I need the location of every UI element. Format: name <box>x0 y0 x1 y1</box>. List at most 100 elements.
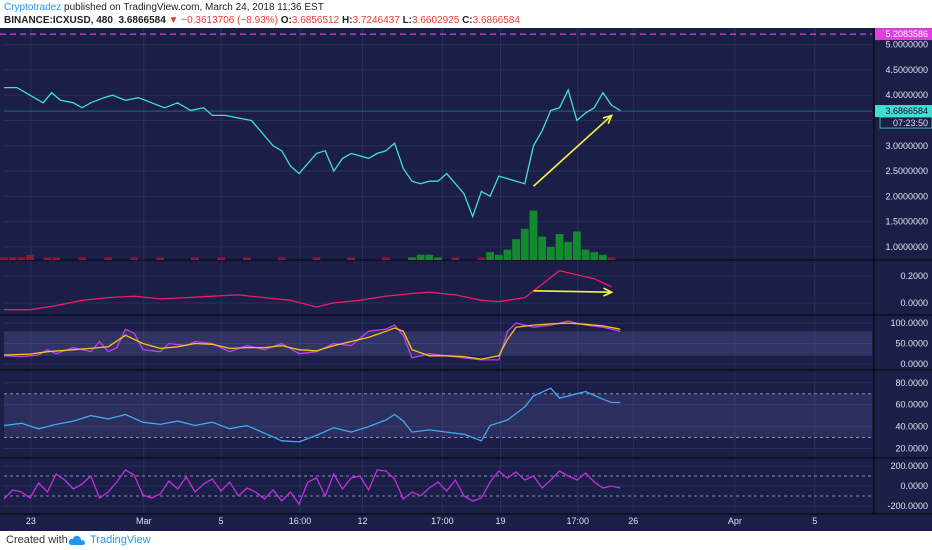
y-tick-label: 4.0000000 <box>885 90 928 100</box>
y-tick-label: 5.0000000 <box>885 40 928 50</box>
volume-bar-up <box>416 254 425 260</box>
author-link[interactable]: Cryptotradez <box>4 2 62 13</box>
x-tick-label: 17:00 <box>431 516 454 526</box>
volume-bar-down <box>312 257 321 260</box>
x-tick-label: Mar <box>136 516 152 526</box>
y-tick-label: 0.0000 <box>900 481 928 491</box>
y-tick-label: 20.0000 <box>895 444 928 454</box>
tradingview-brand-link[interactable]: TradingView <box>90 534 151 546</box>
chart-svg: 5.00000004.50000004.00000003.50000003.00… <box>0 28 932 526</box>
y-tick-label: 2.5000000 <box>885 166 928 176</box>
high-marker-label: 5.2083586 <box>885 29 928 39</box>
x-tick-label: 5 <box>218 516 223 526</box>
low-value: 3.6602925 <box>412 15 460 26</box>
volume-bar-up <box>512 239 521 260</box>
volume-bar-down <box>0 257 8 260</box>
volume-bar-up <box>494 254 503 260</box>
volume-bar-down <box>347 257 356 260</box>
series-line <box>4 269 612 311</box>
volume-bar-down <box>607 257 616 260</box>
volume-bar-down <box>17 257 26 260</box>
volume-bar-down <box>52 257 60 260</box>
volume-bar-up <box>408 257 416 260</box>
volume-bar-down <box>104 257 113 260</box>
trend-arrow-head <box>603 287 614 297</box>
trend-arrow-line <box>533 290 612 293</box>
y-tick-label: 0.0000 <box>900 298 928 308</box>
published-text: published on TradingView.com, March 24, … <box>61 2 324 13</box>
x-tick-label: 26 <box>628 516 638 526</box>
volume-bar-up <box>503 249 512 260</box>
y-tick-label: 2.0000000 <box>885 191 928 201</box>
volume-bar-up <box>555 234 564 260</box>
volume-bar-down <box>243 257 251 260</box>
chart-area[interactable]: 5.00000004.50000004.00000003.50000003.00… <box>0 28 932 531</box>
series-line <box>4 86 621 219</box>
y-tick-label: 1.0000000 <box>885 242 928 252</box>
y-tick-label: 100.0000 <box>890 318 928 328</box>
y-tick-label: 0.2000 <box>900 271 928 281</box>
countdown-label: 07:23:50 <box>893 118 928 128</box>
volume-bar-down <box>43 257 52 260</box>
y-tick-label: 1.5000000 <box>885 217 928 227</box>
y-tick-label: 3.0000000 <box>885 141 928 151</box>
created-with-text: Created with <box>6 534 68 546</box>
open-value: 3.6856512 <box>291 15 340 26</box>
volume-bar-down <box>382 257 390 260</box>
open-label: O: <box>280 15 292 26</box>
series-line <box>3 320 621 361</box>
x-tick-label: 16:00 <box>289 516 312 526</box>
volume-bar-up <box>564 241 573 260</box>
volume-bar-up <box>434 257 442 260</box>
y-tick-label: 0.0000 <box>900 359 928 369</box>
volume-bar-up <box>581 249 590 260</box>
volume-bar-down <box>8 257 17 260</box>
trend-arrow-line <box>532 114 613 187</box>
tradingview-cloud-icon <box>68 535 85 545</box>
chart-header: Cryptotradez published on TradingView.co… <box>0 0 932 28</box>
volume-bar-down <box>26 254 34 260</box>
volume-bar-up <box>546 247 555 260</box>
last-price-label: 3.6866584 <box>885 106 928 116</box>
volume-bar-up <box>425 254 434 260</box>
x-tick-label: 19 <box>495 516 505 526</box>
publish-line: Cryptotradez published on TradingView.co… <box>4 2 324 14</box>
volume-bar-down <box>78 257 87 260</box>
series-line <box>3 387 621 443</box>
volume-bar-down <box>130 257 139 260</box>
rsi-band <box>4 393 872 438</box>
x-tick-label: 5 <box>812 516 817 526</box>
volume-bar-up <box>538 236 547 260</box>
low-label: L: <box>402 15 413 26</box>
close-label: C: <box>462 15 473 26</box>
last-value: 3.6866584 <box>118 15 166 26</box>
volume-bar-up <box>599 254 607 260</box>
volume-bar-down <box>277 257 286 260</box>
high-value: 3.7246437 <box>352 15 400 26</box>
volume-bar-down <box>451 257 460 260</box>
down-arrow-icon: ▼ <box>168 15 179 26</box>
volume-bar-up <box>529 210 538 260</box>
x-tick-label: Apr <box>728 516 742 526</box>
high-marker-tag <box>875 28 932 41</box>
y-tick-label: 200.0000 <box>890 461 928 471</box>
x-tick-label: 23 <box>26 516 36 526</box>
volume-bar-up <box>590 252 599 260</box>
volume-bar-down <box>156 257 165 260</box>
y-tick-label: 40.0000 <box>895 422 928 432</box>
symbol-label: BINANCE:ICXUSD, 480 <box>4 15 113 26</box>
volume-bar-down <box>191 257 199 260</box>
footer: Created with TradingView <box>0 531 932 550</box>
y-tick-label: 50.0000 <box>895 339 928 349</box>
high-label: H: <box>341 15 353 26</box>
volume-bar-up <box>572 231 581 260</box>
change-value: −0.3613706 (−8.93%) <box>181 15 278 26</box>
y-tick-label: -200.0000 <box>887 501 928 511</box>
trend-arrow-head <box>602 114 613 125</box>
series-line <box>3 322 621 360</box>
x-tick-label: 17:00 <box>566 516 589 526</box>
y-tick-label: 80.0000 <box>895 378 928 388</box>
y-tick-label: 4.5000000 <box>885 65 928 75</box>
volume-bar-up <box>520 228 529 260</box>
countdown-tag <box>879 116 932 129</box>
